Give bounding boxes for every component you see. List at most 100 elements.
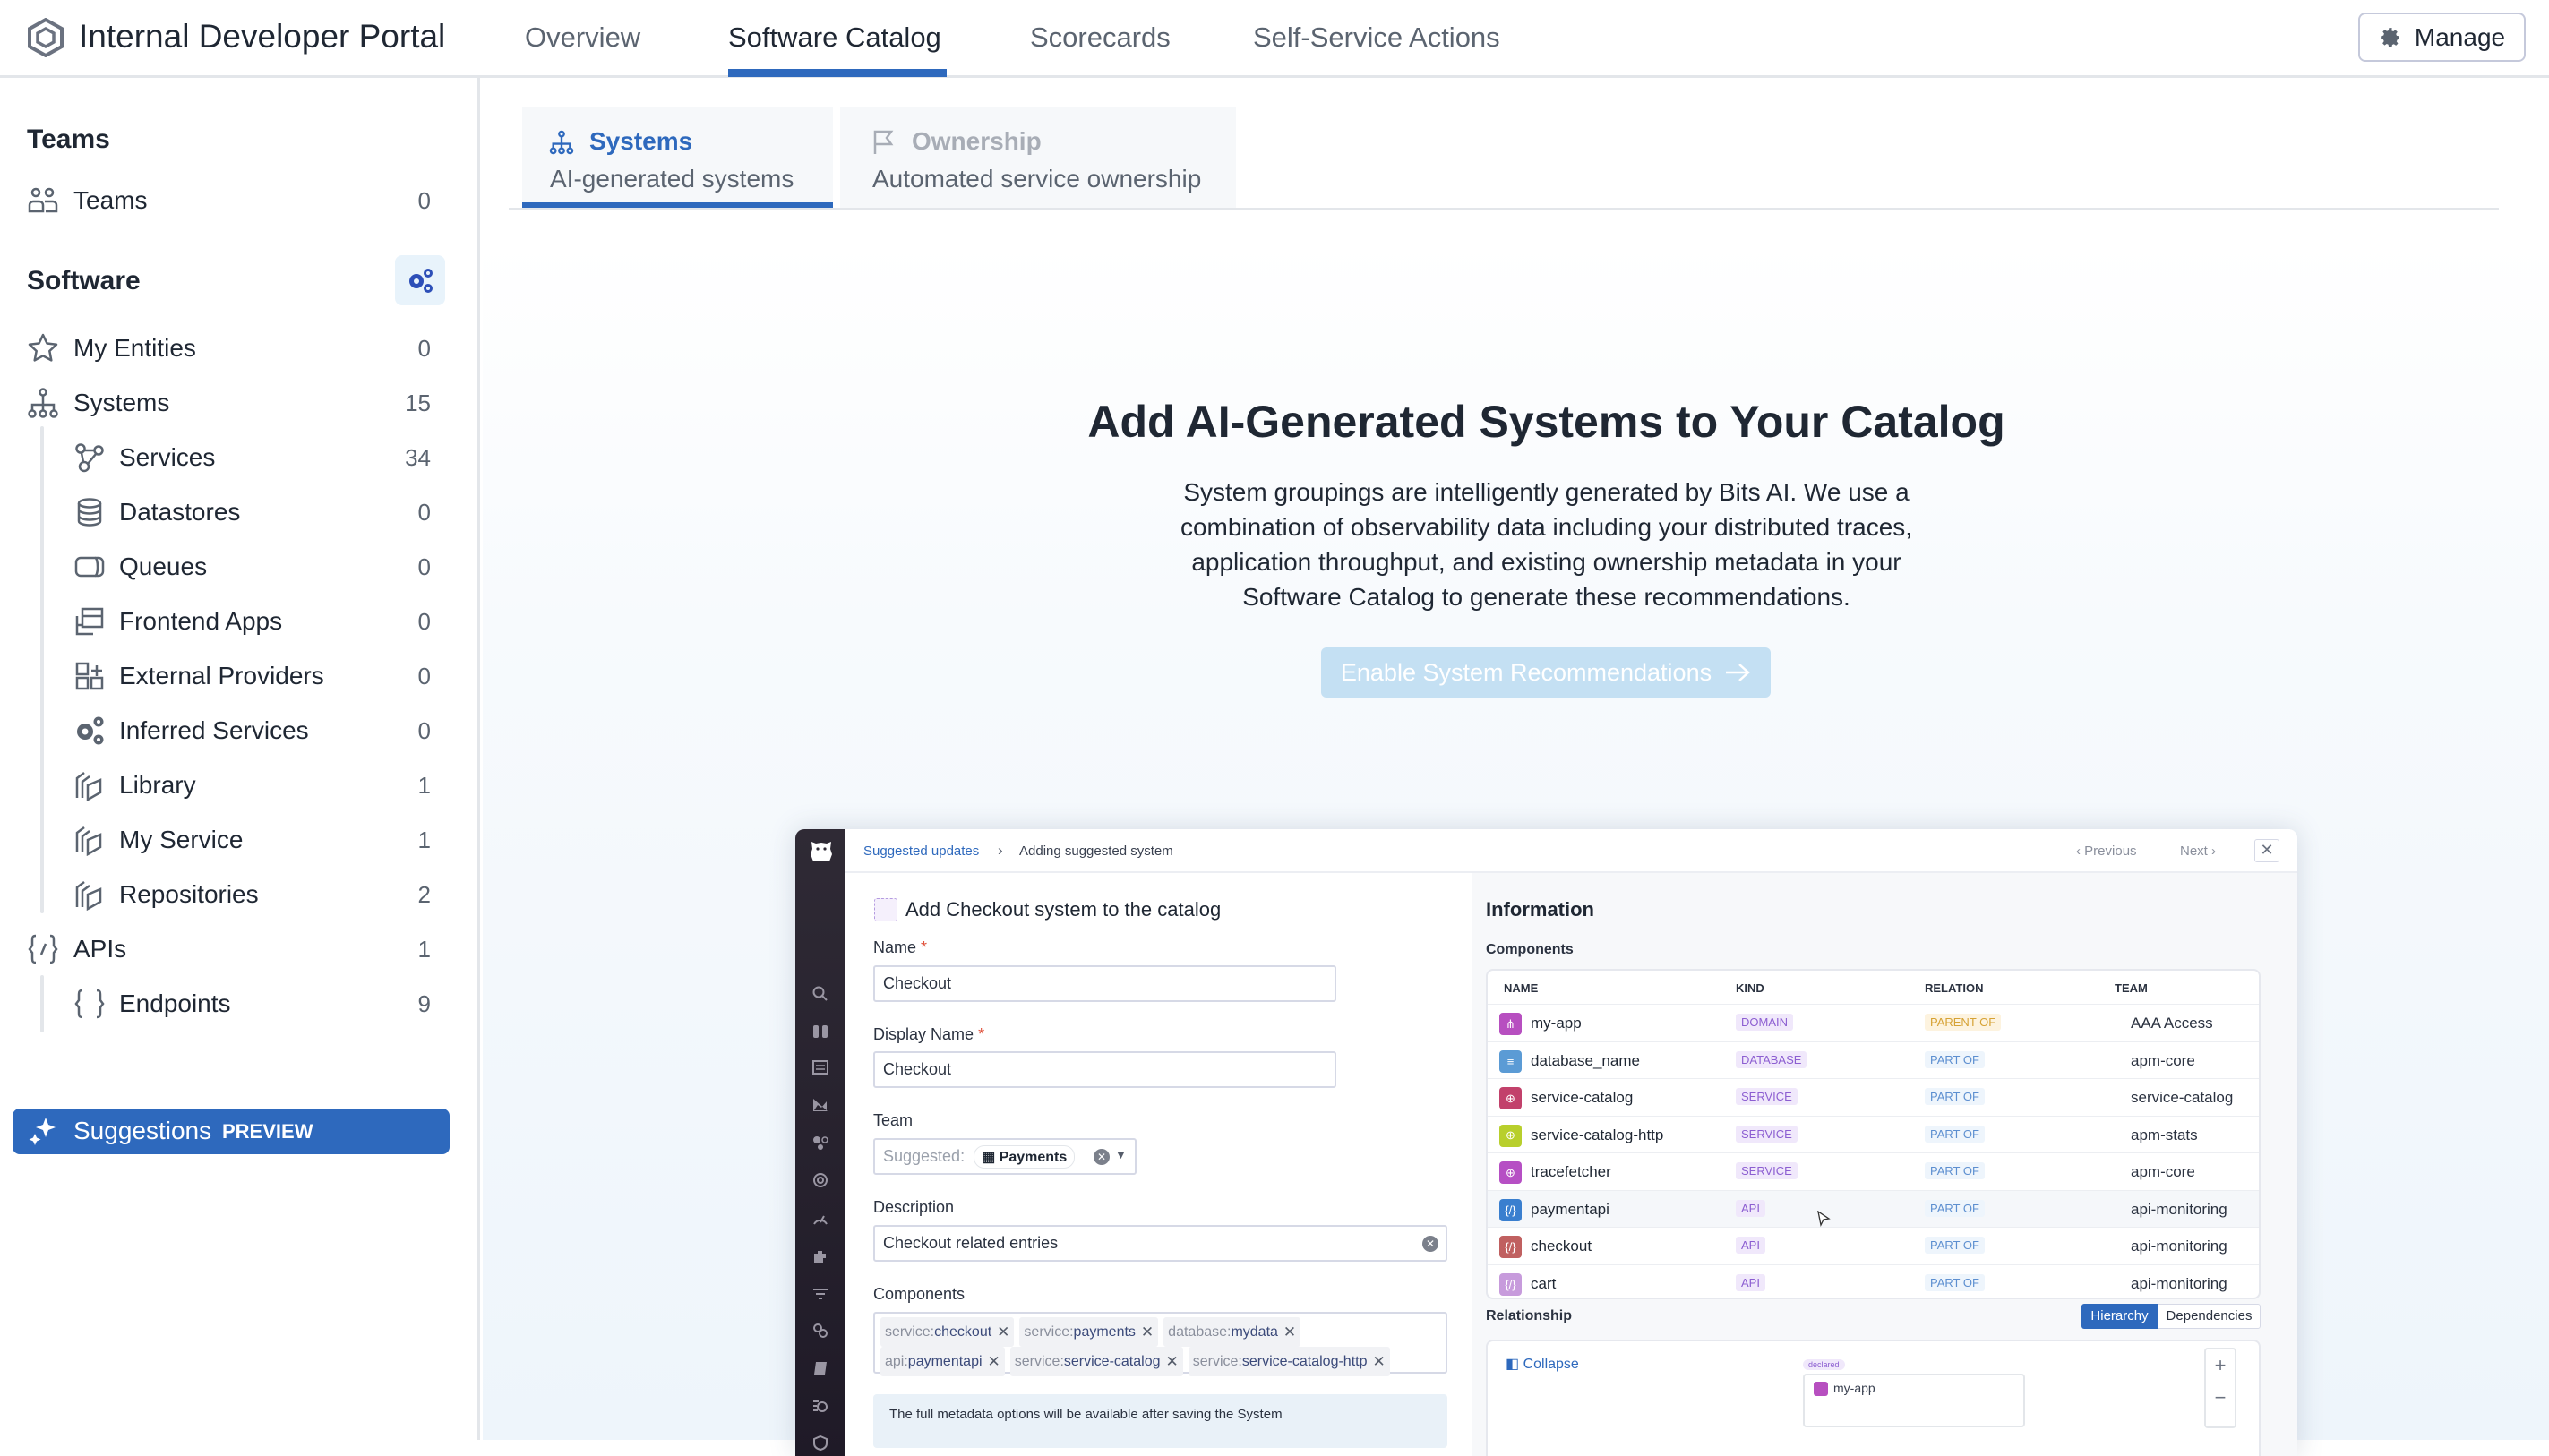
sidebar-item-library[interactable]: Library 1 [0, 760, 448, 810]
table-row[interactable]: ≡ database_name DATABASE PART OF apm-core [1488, 1041, 2259, 1079]
remove-icon[interactable]: ✕ [1283, 1323, 1297, 1340]
apis-tree-line [40, 975, 44, 1032]
chip-kind: database: [1168, 1324, 1232, 1340]
teams-heading: Teams [27, 124, 110, 154]
sidebar-item-count: 0 [417, 716, 431, 744]
queue-icon [74, 556, 105, 578]
chevron-down-icon[interactable]: ▼ [1115, 1148, 1127, 1161]
preview-app-sidebar [795, 829, 845, 1456]
remove-icon[interactable]: ✕ [1140, 1323, 1154, 1340]
table-row[interactable]: ⋔ my-app DOMAIN PARENT OF AAA Access [1488, 1004, 2259, 1041]
software-heading: Software [27, 266, 141, 295]
sidebar-item-apis[interactable]: APIs 1 [0, 924, 448, 974]
manage-button[interactable]: Manage [2358, 13, 2526, 62]
domain-icon [1814, 1382, 1828, 1397]
remove-icon[interactable]: ✕ [1372, 1353, 1386, 1370]
display-name-input[interactable]: Checkout [873, 1051, 1336, 1088]
team-suggested-prefix: Suggested: [883, 1147, 966, 1165]
entity-name: service-catalog [1531, 1089, 1634, 1106]
software-settings-button[interactable] [395, 255, 445, 305]
infra-icon [813, 1136, 828, 1150]
sidebar-item-inferred-services[interactable]: Inferred Services 0 [0, 706, 448, 756]
subtab-ownership[interactable]: Ownership Automated service ownership [840, 107, 1236, 208]
team-select[interactable]: Suggested: ▦ Payments ✕ ▼ [873, 1138, 1137, 1175]
table-row[interactable]: ⊕ service-catalog-http SERVICE PART OF apm-s… [1488, 1115, 2259, 1153]
collapse-button[interactable]: ◧ Collapse [1506, 1357, 1579, 1372]
portal-logo-icon [28, 18, 64, 57]
table-row[interactable]: ⊕ tracefetcher SERVICE PART OF apm-core [1488, 1152, 2259, 1190]
sidebar-item-repositories[interactable]: Repositories 2 [0, 869, 448, 920]
previous-button[interactable]: ‹ Previous [2076, 844, 2137, 859]
breadcrumb-chevron-icon: › [998, 842, 1003, 859]
subtab-title: Systems [589, 127, 693, 155]
column-header: TEAM [2115, 981, 2148, 995]
sidebar-item-label: Inferred Services [119, 716, 309, 744]
sparkles-icon [29, 1118, 56, 1145]
component-chip: service:service-catalog-http ✕ [1188, 1347, 1390, 1376]
sidebar-item-label: APIs [73, 935, 127, 963]
remove-icon[interactable]: ✕ [997, 1323, 1010, 1340]
sidebar-item-systems[interactable]: Systems 15 [0, 378, 448, 428]
zoom-out-button[interactable]: − [2214, 1386, 2227, 1409]
sidebar-item-external-providers[interactable]: External Providers 0 [0, 651, 448, 701]
sidebar-item-label: Queues [119, 552, 208, 580]
manage-label: Manage [2414, 22, 2506, 51]
entity-kind-icon: {/} [1499, 1272, 1522, 1296]
sidebar-item-services[interactable]: Services 34 [0, 433, 448, 483]
hierarchy-toggle[interactable]: Hierarchy [2081, 1304, 2158, 1329]
sidebar-item-teams[interactable]: Teams 0 [0, 176, 448, 226]
sidebar-item-label: Repositories [119, 880, 259, 908]
hero-title: Add AI-Generated Systems to Your Catalog [1087, 397, 2005, 447]
sidebar-item-datastores[interactable]: Datastores 0 [0, 487, 448, 537]
nav-tab-self-service-actions[interactable]: Self-Service Actions [1253, 21, 1500, 53]
sidebar-item-frontend-apps[interactable]: Frontend Apps 0 [0, 596, 448, 647]
security-icon [813, 1435, 828, 1451]
nav-tab-software-catalog[interactable]: Software Catalog [728, 21, 941, 53]
next-button[interactable]: Next › [2180, 844, 2217, 859]
remove-icon[interactable]: ✕ [987, 1353, 1000, 1370]
remove-icon[interactable]: ✕ [1165, 1353, 1179, 1370]
display-name-label: Display Name * [873, 1025, 985, 1043]
sidebar-item-suggestions[interactable]: Suggestions PREVIEW [13, 1109, 450, 1154]
enable-system-recommendations-button[interactable]: Enable System Recommendations [1321, 647, 1771, 698]
clear-icon[interactable]: ✕ [1094, 1149, 1110, 1165]
chip-kind: service: [885, 1324, 935, 1340]
nav-tab-overview[interactable]: Overview [525, 21, 641, 53]
table-row[interactable]: {/} cart API PART OF api-monitoring [1488, 1263, 2259, 1298]
components-input[interactable]: service:checkout ✕ service:payments ✕ databa… [873, 1312, 1447, 1376]
sidebar-item-endpoints[interactable]: Endpoints 9 [0, 979, 448, 1029]
active-subtab-indicator [522, 202, 833, 208]
team-name: api-monitoring [2131, 1238, 2227, 1255]
hero-line: Software Catalog to generate these recom… [1242, 583, 1850, 611]
column-header: KIND [1736, 981, 1764, 995]
hero-line: application throughput, and existing own… [1191, 548, 1901, 576]
name-input[interactable]: Checkout [873, 965, 1336, 1002]
graph-node[interactable]: my-app [1803, 1374, 2025, 1427]
clear-icon[interactable]: ✕ [1422, 1236, 1438, 1252]
system-icon [874, 898, 897, 921]
subtab-systems[interactable]: Systems AI-generated systems [522, 107, 833, 208]
watchdog-icon [813, 1400, 828, 1412]
info-note: The full metadata options will be availa… [873, 1394, 1447, 1448]
zoom-in-button[interactable]: + [2214, 1354, 2227, 1376]
component-chip: service:checkout ✕ [880, 1317, 1015, 1347]
close-button[interactable]: ✕ [2254, 839, 2279, 862]
nav-tab-scorecards[interactable]: Scorecards [1030, 21, 1171, 53]
sidebar-item-my-service[interactable]: My Service 1 [0, 815, 448, 865]
table-row[interactable]: ⊕ service-catalog SERVICE PART OF service-ca… [1488, 1078, 2259, 1116]
sidebar-item-count: 0 [417, 662, 431, 689]
entity-name: my-app [1531, 1015, 1582, 1032]
sidebar-item-count: 0 [417, 186, 431, 214]
table-row[interactable]: {/} checkout API PART OF api-monitoring [1488, 1227, 2259, 1264]
sidebar-item-my-entities[interactable]: My Entities 0 [0, 323, 448, 373]
team-chip-label: Payments [999, 1149, 1068, 1165]
chip-name: service-catalog [1063, 1354, 1161, 1369]
table-row[interactable]: {/} paymentapi API PART OF api-monitoring [1488, 1189, 2259, 1228]
column-header: NAME [1504, 981, 1539, 995]
breadcrumb-suggested-updates[interactable]: Suggested updates [863, 844, 980, 859]
dependencies-toggle[interactable]: Dependencies [2158, 1304, 2261, 1329]
sidebar-item-queues[interactable]: Queues 0 [0, 542, 448, 592]
relationship-title: Relationship [1486, 1308, 1573, 1323]
description-input[interactable]: Checkout related entries ✕ [873, 1225, 1447, 1262]
form-title: Add Checkout system to the catalog [905, 898, 1222, 921]
